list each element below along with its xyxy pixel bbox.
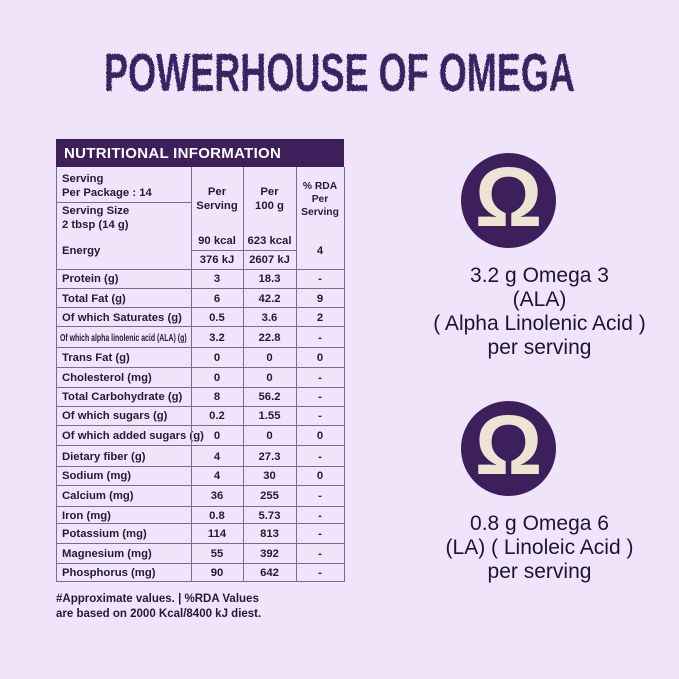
svg-text:POWERHOUSE OF OMEGA: POWERHOUSE OF OMEGA [104, 43, 575, 103]
